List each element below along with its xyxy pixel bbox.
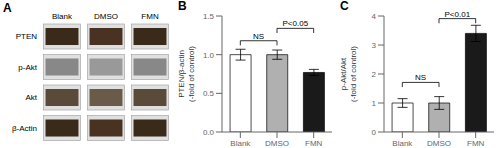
- svg-text:NS: NS: [415, 73, 426, 82]
- html-text:C: C: [340, 0, 349, 13]
- svg-text:3: 3: [372, 41, 377, 50]
- svg-text:DMSO: DMSO: [427, 139, 451, 148]
- svg-text:2: 2: [372, 70, 377, 79]
- svg-text:Akt: Akt: [25, 93, 37, 102]
- svg-text:β-Actin: β-Actin: [12, 124, 37, 133]
- svg-text:Blank: Blank: [392, 139, 413, 148]
- svg-text:Blank: Blank: [52, 12, 73, 21]
- svg-text:FMN: FMN: [305, 139, 323, 148]
- html-text:B: B: [178, 0, 187, 13]
- svg-text:PTEN/β-actin(-fold of control): PTEN/β-actin(-fold of control): [177, 46, 195, 102]
- svg-text:DMSO: DMSO: [265, 139, 289, 148]
- svg-text:P<0.01: P<0.01: [445, 10, 471, 19]
- svg-text:FMN: FMN: [467, 139, 485, 148]
- svg-text:1.0: 1.0: [203, 51, 215, 60]
- svg-text:1.5: 1.5: [203, 12, 215, 21]
- svg-text:FMN: FMN: [141, 12, 159, 21]
- svg-text:0.0: 0.0: [203, 128, 215, 137]
- svg-text:NS: NS: [253, 32, 264, 41]
- svg-text:1: 1: [372, 99, 377, 108]
- svg-text:4: 4: [372, 12, 377, 21]
- svg-text:0: 0: [372, 128, 377, 137]
- svg-text:p-Akt/Akt(-fold of control): p-Akt/Akt(-fold of control): [339, 46, 357, 102]
- svg-text:DMSO: DMSO: [94, 12, 118, 21]
- svg-text:PTEN: PTEN: [16, 32, 38, 41]
- svg-text:P<0.05: P<0.05: [283, 19, 309, 28]
- svg-text:0.5: 0.5: [203, 89, 215, 98]
- svg-text:Blank: Blank: [230, 139, 251, 148]
- svg-text:p-Akt: p-Akt: [18, 63, 37, 72]
- svg-text:A: A: [8, 1, 12, 15]
